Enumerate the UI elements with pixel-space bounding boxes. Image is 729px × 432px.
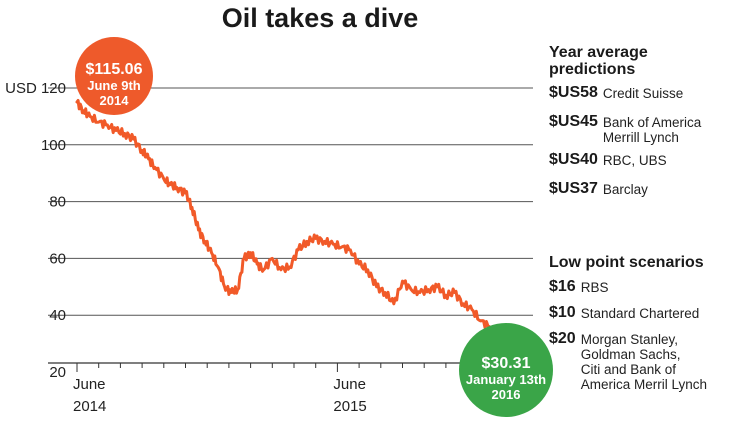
prediction-bank: RBC, UBS bbox=[602, 153, 667, 168]
prediction-bank: Credit Suisse bbox=[602, 86, 684, 101]
bubble-date-line: 2016 bbox=[492, 387, 521, 402]
scenario-standard-chartered: $10 Standard Chartered bbox=[549, 304, 699, 322]
y-tick-label: USD 120 bbox=[5, 80, 66, 97]
y-tick-label: 40 bbox=[49, 307, 66, 324]
bubble-date-line: 2014 bbox=[100, 93, 130, 108]
x-tick-label-month: June bbox=[73, 376, 106, 393]
scenario-morgan-stanley-group: $20 Morgan Stanley, Goldman Sachs, Citi … bbox=[549, 330, 707, 392]
high-point-value: $115.06 bbox=[86, 61, 143, 78]
low-point-annotation: $30.31 January 13th 2016 bbox=[459, 323, 553, 417]
scenario-value: $20 bbox=[549, 330, 576, 347]
prediction-value: $US40 bbox=[549, 151, 598, 168]
y-tick-label: 60 bbox=[49, 250, 66, 267]
bubble-date-line: June 9th bbox=[87, 78, 141, 93]
scenario-rbs: $16 RBS bbox=[549, 278, 608, 296]
prediction-rbc-ubs: $US40 RBC, UBS bbox=[549, 151, 667, 169]
scenario-value: $10 bbox=[549, 304, 576, 321]
high-point-annotation: $115.06 June 9th 2014 bbox=[75, 37, 153, 115]
low-point-heading: Low point scenarios bbox=[549, 254, 704, 271]
prediction-value: $US58 bbox=[549, 84, 598, 101]
scenario-bank: Standard Chartered bbox=[580, 306, 700, 321]
prediction-value: $US45 bbox=[549, 113, 598, 130]
x-axis-ticks: June 2014 June 2015 bbox=[73, 363, 512, 415]
y-tick-label: 80 bbox=[49, 194, 66, 211]
y-axis-ticks: USD 120 100 80 60 40 20 bbox=[5, 80, 66, 381]
high-point-bubble bbox=[75, 37, 153, 115]
prediction-credit-suisse: $US58 Credit Suisse bbox=[549, 84, 683, 102]
low-point-value: $30.31 bbox=[482, 355, 531, 372]
gridlines bbox=[48, 87, 533, 316]
scenario-value: $16 bbox=[549, 278, 576, 295]
y-tick-label: 20 bbox=[49, 364, 66, 381]
low-point-date: January 13th 2016 bbox=[466, 372, 546, 402]
prediction-value: $US37 bbox=[549, 180, 598, 197]
prediction-barclay: $US37 Barclay bbox=[549, 180, 648, 198]
scenario-bank: Morgan Stanley, Goldman Sachs, Citi and … bbox=[580, 332, 707, 392]
scenario-bank: RBS bbox=[580, 280, 609, 295]
low-point-bubble bbox=[459, 323, 553, 417]
x-tick-label-year: 2015 bbox=[333, 398, 366, 415]
chart-title: Oil takes a dive bbox=[222, 3, 419, 33]
y-tick-label: 100 bbox=[41, 137, 66, 154]
oil-price-series-line bbox=[75, 99, 498, 345]
year-average-heading: Year average predictions bbox=[549, 44, 648, 78]
bubble-date-line: January 13th bbox=[466, 372, 546, 387]
high-point-date: June 9th 2014 bbox=[87, 78, 141, 108]
prediction-bank: Bank of America Merrill Lynch bbox=[602, 115, 702, 145]
x-tick-label-month: June bbox=[333, 376, 366, 393]
x-tick-label-year: 2014 bbox=[73, 398, 106, 415]
prediction-bank-of-america: $US45 Bank of America Merrill Lynch bbox=[549, 113, 701, 145]
prediction-bank: Barclay bbox=[602, 182, 648, 197]
